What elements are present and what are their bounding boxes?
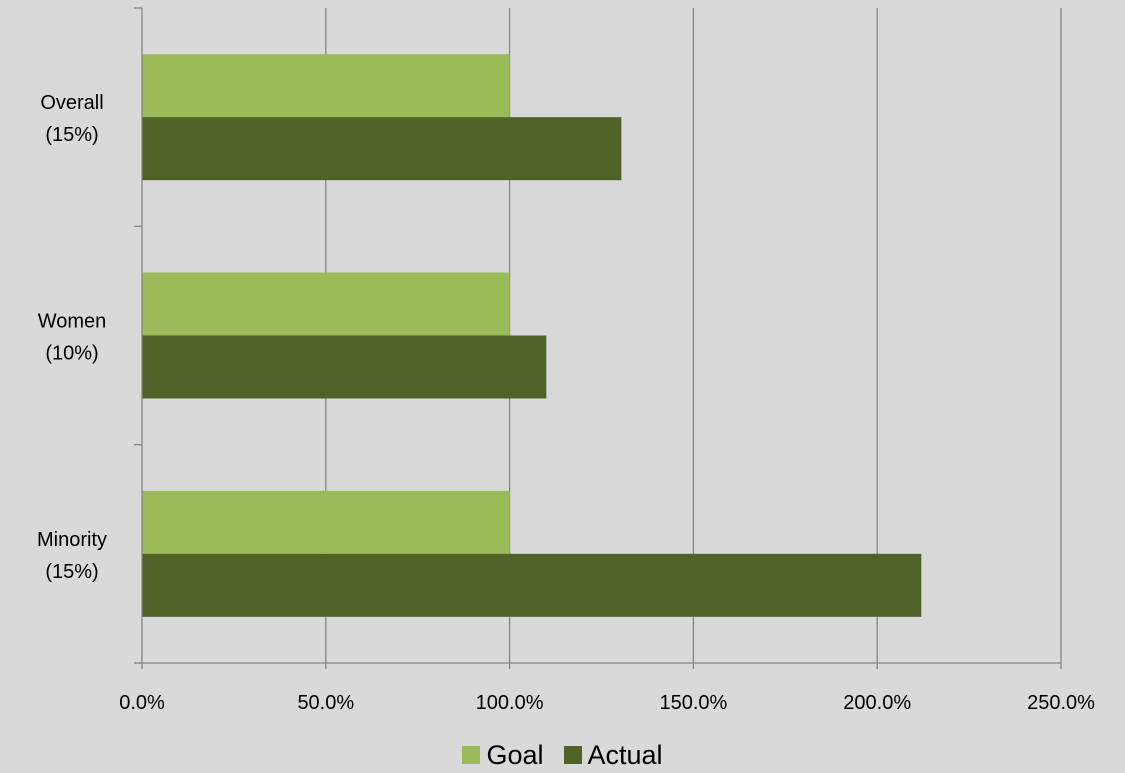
category-labels: Overall (15%) Women (10%) Minority (15%) [37, 92, 107, 583]
x-tick-label: 50.0% [297, 692, 354, 714]
x-tick-labels: 0.0% 50.0% 100.0% 150.0% 200.0% 250.0% [119, 692, 1095, 714]
category-label: Women [38, 311, 107, 333]
legend-label-actual: Actual [587, 739, 663, 770]
axes [134, 7, 1062, 669]
x-tick-label: 0.0% [119, 692, 165, 714]
legend-swatch-actual [563, 746, 582, 764]
bars [142, 54, 922, 617]
category-label-sub: (10%) [45, 343, 98, 365]
legend-label-goal: Goal [486, 739, 544, 770]
bar-actual-minority [142, 553, 922, 617]
category-label: Overall [40, 92, 103, 114]
x-tick-label: 250.0% [1027, 692, 1095, 714]
bar-goal-overall [142, 54, 510, 118]
x-tick-label: 100.0% [476, 692, 544, 714]
legend-item-actual: Actual [563, 739, 663, 771]
x-tick-label: 150.0% [659, 692, 727, 714]
legend-swatch-goal [462, 746, 481, 764]
legend-item-goal: Goal [462, 739, 544, 771]
category-label-sub: (15%) [45, 561, 98, 583]
legend: Goal Actual [0, 738, 1125, 772]
category-label: Minority [37, 529, 107, 551]
x-tick-label: 200.0% [843, 692, 911, 714]
bar-actual-overall [142, 117, 622, 181]
bar-goal-minority [142, 490, 510, 554]
bar-actual-women [142, 335, 547, 399]
category-label-sub: (15%) [45, 124, 98, 146]
bar-goal-women [142, 272, 510, 336]
